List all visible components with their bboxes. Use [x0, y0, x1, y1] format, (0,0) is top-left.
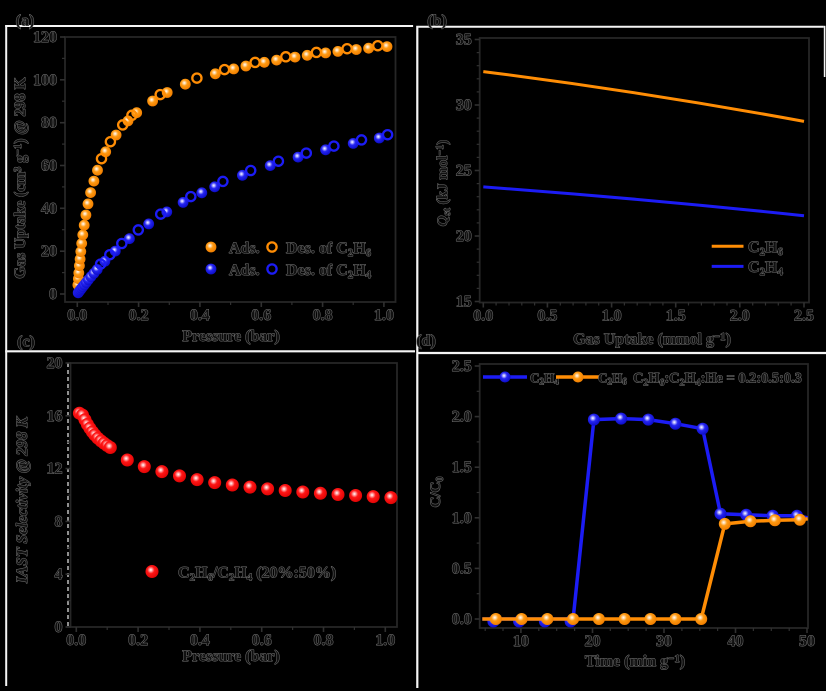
- svg-text:C2H6/C2H4 (20%:50%): C2H6/C2H4 (20%:50%): [178, 565, 336, 584]
- svg-text:C2H6: C2H6: [598, 371, 627, 387]
- svg-text:2.5: 2.5: [452, 358, 472, 375]
- svg-text:16: 16: [47, 408, 63, 425]
- svg-text:40: 40: [728, 633, 744, 650]
- svg-text:Gas Uptake (mmol g−1): Gas Uptake (mmol g−1): [573, 331, 731, 348]
- svg-text:2.5: 2.5: [794, 308, 814, 325]
- svg-text:0: 0: [49, 286, 57, 303]
- svg-text:1.0: 1.0: [374, 307, 394, 324]
- svg-text:1.0: 1.0: [375, 632, 395, 649]
- svg-text:25: 25: [456, 163, 472, 180]
- svg-text:0.4: 0.4: [190, 632, 210, 649]
- svg-text:20: 20: [585, 633, 601, 650]
- svg-text:2.0: 2.0: [452, 409, 472, 426]
- svg-text:0.0: 0.0: [67, 307, 87, 324]
- svg-text:Qst (kJ mol−1): Qst (kJ mol−1): [435, 140, 453, 227]
- svg-text:C/C0: C/C0: [428, 477, 446, 508]
- svg-text:100: 100: [33, 72, 57, 89]
- svg-text:8: 8: [55, 513, 63, 530]
- svg-text:Des. of C2H6: Des. of C2H6: [286, 240, 372, 259]
- svg-text:(d): (d): [416, 333, 436, 350]
- svg-text:60: 60: [41, 158, 57, 175]
- svg-text:30: 30: [456, 97, 472, 114]
- svg-text:Pressure (bar): Pressure (bar): [182, 648, 280, 665]
- svg-text:C2H6: C2H6: [748, 239, 783, 258]
- svg-text:1.5: 1.5: [452, 459, 472, 476]
- svg-text:0.5: 0.5: [452, 560, 472, 577]
- svg-text:20: 20: [456, 228, 472, 245]
- svg-text:35: 35: [456, 32, 472, 49]
- svg-text:4: 4: [55, 566, 63, 583]
- svg-text:0.8: 0.8: [313, 307, 333, 324]
- svg-text:0.0: 0.0: [66, 632, 86, 649]
- svg-text:0.2: 0.2: [129, 307, 149, 324]
- svg-text:C2H4: C2H4: [530, 371, 559, 387]
- svg-text:IAST Selectivity @ 298 K: IAST Selectivity @ 298 K: [14, 416, 31, 585]
- svg-text:Pressure (bar): Pressure (bar): [182, 328, 280, 345]
- svg-text:Ads.: Ads.: [229, 262, 260, 279]
- svg-text:0.2: 0.2: [128, 632, 148, 649]
- svg-text:0.8: 0.8: [314, 632, 334, 649]
- svg-text:0: 0: [55, 619, 63, 636]
- svg-text:1.5: 1.5: [666, 308, 686, 325]
- svg-text:Ads.: Ads.: [229, 240, 260, 257]
- svg-text:15: 15: [456, 294, 472, 311]
- svg-text:10: 10: [513, 633, 529, 650]
- svg-text:1.0: 1.0: [452, 510, 472, 527]
- svg-text:20: 20: [47, 355, 63, 372]
- svg-text:C2H6:C2H4:He = 0.2:0.5:0.3: C2H6:C2H4:He = 0.2:0.5:0.3: [633, 371, 802, 389]
- svg-text:0.6: 0.6: [252, 632, 272, 649]
- svg-text:50: 50: [799, 633, 815, 650]
- svg-text:120: 120: [33, 29, 57, 46]
- svg-text:12: 12: [47, 461, 63, 478]
- svg-text:20: 20: [41, 243, 57, 260]
- svg-text:(c): (c): [17, 334, 35, 351]
- svg-text:1.0: 1.0: [602, 308, 622, 325]
- svg-text:Time (min g−1): Time (min g−1): [585, 653, 685, 670]
- svg-text:C2H4: C2H4: [748, 259, 783, 278]
- svg-text:Gas Uptake (cm3 g−1) @ 298 K: Gas Uptake (cm3 g−1) @ 298 K: [12, 77, 29, 278]
- svg-text:30: 30: [656, 633, 672, 650]
- svg-text:0.4: 0.4: [190, 307, 210, 324]
- svg-text:2.0: 2.0: [730, 308, 750, 325]
- svg-text:Des. of C2H4: Des. of C2H4: [286, 262, 372, 281]
- svg-text:0.0: 0.0: [473, 308, 493, 325]
- svg-text:40: 40: [41, 200, 57, 217]
- svg-text:(b): (b): [427, 13, 447, 30]
- svg-text:(a): (a): [16, 13, 35, 30]
- svg-text:0.0: 0.0: [452, 611, 472, 628]
- svg-text:0.6: 0.6: [251, 307, 271, 324]
- svg-text:80: 80: [41, 115, 57, 132]
- svg-text:0.5: 0.5: [537, 308, 557, 325]
